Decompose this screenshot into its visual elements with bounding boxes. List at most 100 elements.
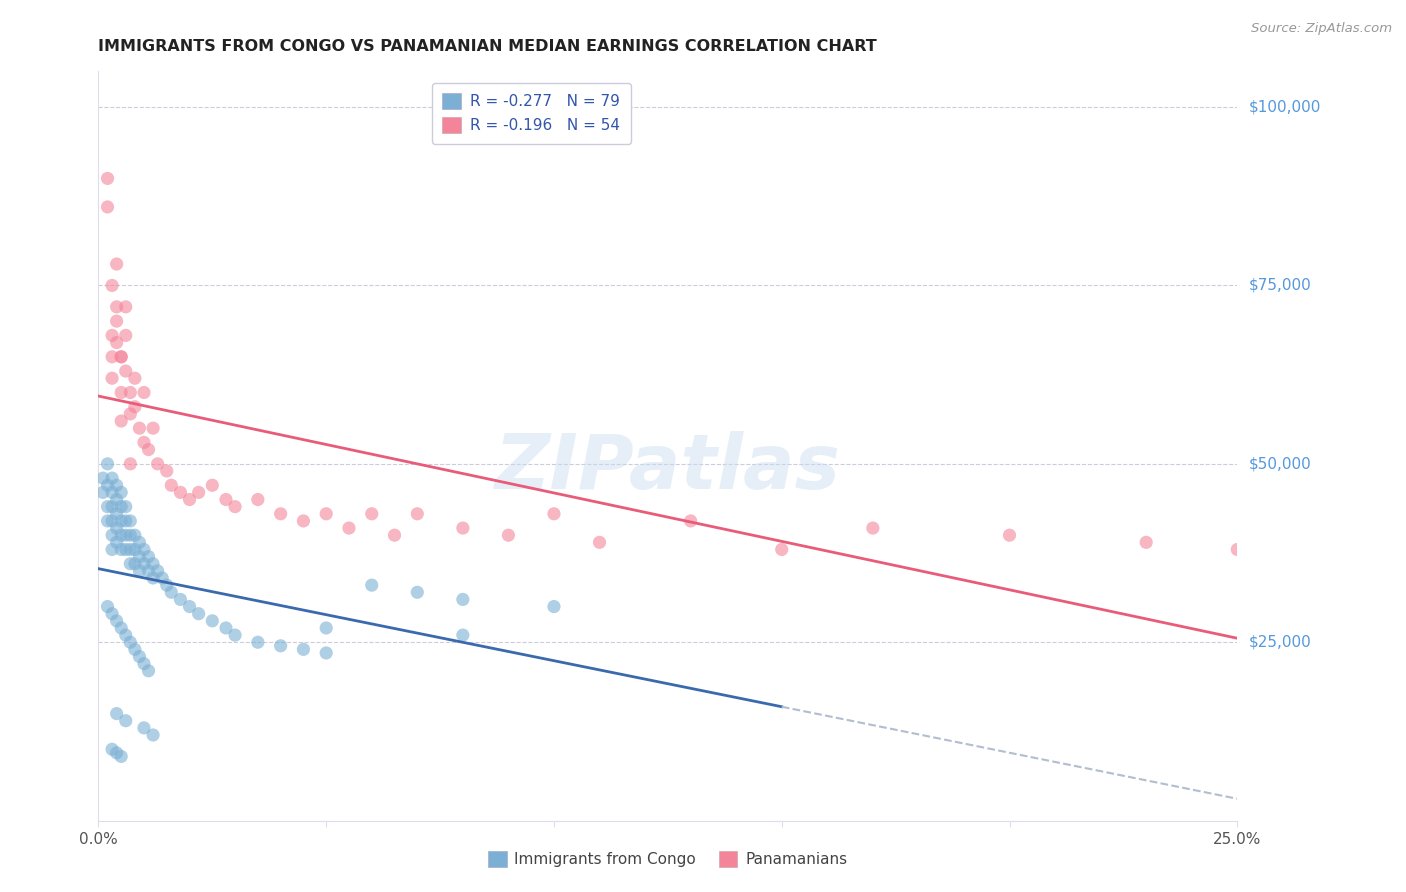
Point — [110, 414, 132, 428]
Point — [101, 278, 124, 293]
Point — [132, 435, 155, 450]
Point — [124, 557, 146, 571]
Point — [101, 742, 124, 756]
Point — [110, 500, 132, 514]
Point — [110, 542, 132, 557]
Point — [128, 535, 150, 549]
Point — [862, 521, 884, 535]
Point — [146, 457, 169, 471]
Point — [215, 621, 238, 635]
Point — [679, 514, 702, 528]
Point — [101, 471, 124, 485]
Point — [114, 542, 136, 557]
Point — [105, 521, 128, 535]
Point — [120, 457, 142, 471]
Point — [360, 507, 382, 521]
Point — [110, 528, 132, 542]
Point — [101, 350, 124, 364]
Point — [451, 521, 474, 535]
Point — [128, 549, 150, 564]
Point — [132, 557, 155, 571]
Point — [156, 464, 179, 478]
Point — [246, 635, 269, 649]
Point — [124, 371, 146, 385]
Point — [124, 642, 146, 657]
Point — [101, 514, 124, 528]
Point — [105, 535, 128, 549]
Point — [114, 300, 136, 314]
Point — [132, 657, 155, 671]
Point — [142, 728, 165, 742]
Text: $25,000: $25,000 — [1249, 635, 1312, 649]
Point — [315, 646, 337, 660]
Text: IMMIGRANTS FROM CONGO VS PANAMANIAN MEDIAN EARNINGS CORRELATION CHART: IMMIGRANTS FROM CONGO VS PANAMANIAN MEDI… — [98, 38, 877, 54]
Point — [91, 485, 114, 500]
Point — [138, 664, 160, 678]
Point — [114, 364, 136, 378]
Point — [96, 514, 118, 528]
Point — [160, 478, 183, 492]
Point — [224, 500, 246, 514]
Point — [101, 500, 124, 514]
Point — [406, 585, 429, 599]
Point — [110, 350, 132, 364]
Point — [110, 749, 132, 764]
Point — [96, 599, 118, 614]
Point — [201, 478, 224, 492]
Point — [128, 649, 150, 664]
Point — [105, 492, 128, 507]
Point — [101, 328, 124, 343]
Point — [292, 642, 315, 657]
Point — [124, 528, 146, 542]
Point — [543, 507, 565, 521]
Point — [138, 564, 160, 578]
Point — [101, 371, 124, 385]
Point — [105, 614, 128, 628]
Point — [101, 528, 124, 542]
Point — [543, 599, 565, 614]
Text: Source: ZipAtlas.com: Source: ZipAtlas.com — [1251, 22, 1392, 36]
Point — [246, 492, 269, 507]
Point — [146, 564, 169, 578]
Point — [142, 557, 165, 571]
Point — [406, 507, 429, 521]
Point — [179, 492, 201, 507]
Point — [451, 592, 474, 607]
Point — [270, 507, 292, 521]
Point — [120, 528, 142, 542]
Point — [96, 200, 118, 214]
Point — [224, 628, 246, 642]
Point — [169, 485, 191, 500]
Point — [105, 335, 128, 350]
Point — [384, 528, 406, 542]
Point — [101, 485, 124, 500]
Point — [96, 478, 118, 492]
Point — [110, 621, 132, 635]
Point — [96, 457, 118, 471]
Point — [128, 421, 150, 435]
Point — [270, 639, 292, 653]
Point — [160, 585, 183, 599]
Point — [201, 614, 224, 628]
Point — [110, 385, 132, 400]
Point — [215, 492, 238, 507]
Point — [179, 599, 201, 614]
Point — [114, 714, 136, 728]
Point — [120, 385, 142, 400]
Point — [110, 485, 132, 500]
Point — [138, 442, 160, 457]
Point — [1226, 542, 1249, 557]
Text: $75,000: $75,000 — [1249, 278, 1312, 293]
Point — [96, 171, 118, 186]
Point — [114, 500, 136, 514]
Point — [150, 571, 173, 585]
Point — [292, 514, 315, 528]
Point — [105, 257, 128, 271]
Point — [132, 542, 155, 557]
Point — [138, 549, 160, 564]
Point — [101, 607, 124, 621]
Point — [101, 542, 124, 557]
Point — [105, 746, 128, 760]
Point — [120, 557, 142, 571]
Point — [124, 542, 146, 557]
